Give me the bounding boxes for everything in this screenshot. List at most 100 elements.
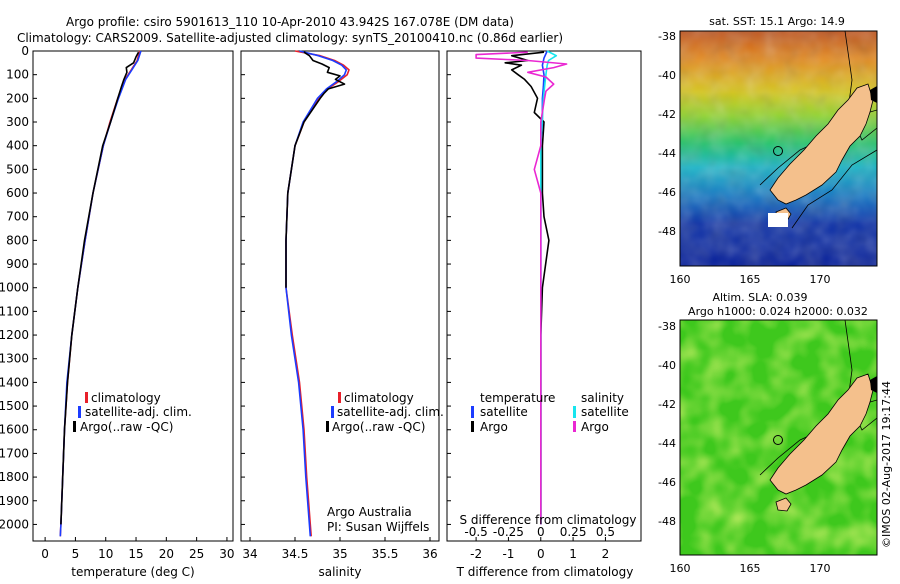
x-tick-label: -1 xyxy=(502,547,514,561)
sla-map-frame xyxy=(679,319,878,556)
x-tick-label: 35 xyxy=(332,547,347,561)
series-line-argo-raw-qc- xyxy=(60,51,140,525)
sla-xtick: 165 xyxy=(740,562,761,575)
y-tick-label: 1200 xyxy=(0,328,29,342)
top-tick-label: 0 xyxy=(537,525,545,539)
y-tick-label: 200 xyxy=(6,91,29,105)
legend-swatch-satellite xyxy=(78,406,81,418)
y-tick-label: 500 xyxy=(6,162,29,176)
sla-map-subtitle: Argo h1000: 0.024 h2000: 0.032 xyxy=(688,305,868,318)
x-tick-label: 1 xyxy=(569,547,577,561)
series-line-climatology xyxy=(59,50,141,537)
sla-map-title: Altim. SLA: 0.039 xyxy=(712,291,807,304)
legend-label-satellite: satellite-adj. clim. xyxy=(337,405,444,419)
y-tick-label: 1700 xyxy=(0,446,29,460)
legend-swatch-satellite xyxy=(331,406,334,418)
difference-xlabel: T difference from climatology xyxy=(456,565,634,579)
legend-label-argo: Argo(..raw -QC) xyxy=(80,420,173,434)
y-tick-label: 1000 xyxy=(0,281,29,295)
x-tick-label: 0 xyxy=(41,547,49,561)
sla-xtick: 170 xyxy=(810,562,831,575)
legend-label-s-satellite: satellite xyxy=(581,405,629,419)
x-tick-label: 30 xyxy=(219,547,234,561)
sst-map-frame xyxy=(679,30,878,267)
y-tick-label: 1600 xyxy=(0,423,29,437)
salinity-axes xyxy=(240,50,440,542)
sla-ytick: -40 xyxy=(658,359,676,372)
top-tick-label: 0.25 xyxy=(560,525,587,539)
argo-position-marker xyxy=(773,146,783,156)
x-tick-label: 34.5 xyxy=(282,547,309,561)
salinity-legend: climatology satellite-adj. clim. Argo(..… xyxy=(326,391,444,434)
legend-swatch-climatology xyxy=(338,392,341,403)
x-tick-label: 10 xyxy=(98,547,113,561)
difference-axes xyxy=(446,50,642,542)
x-tick-label: 2 xyxy=(602,547,610,561)
legend-swatch-s-satellite xyxy=(573,406,576,418)
y-tick-label: 900 xyxy=(6,257,29,271)
legend-label-satellite: satellite-adj. clim. xyxy=(85,405,192,419)
salinity-xlabel: salinity xyxy=(318,565,361,579)
sst-map-yticks: -38 -40 -42 -44 -46 -48 xyxy=(658,30,676,238)
y-tick-label: 800 xyxy=(6,233,29,247)
sla-map xyxy=(680,320,877,555)
series-line-satellite-adj-clim- xyxy=(59,50,142,537)
legend-swatch-t-satellite xyxy=(471,406,474,418)
legend-swatch-argo xyxy=(326,421,329,432)
sst-ytick: -40 xyxy=(658,69,676,82)
y-tick-label: 1100 xyxy=(0,304,29,318)
credit-argo-australia: Argo Australia xyxy=(327,505,412,519)
sst-ytick: -44 xyxy=(658,147,676,160)
sst-xtick: 160 xyxy=(670,273,691,286)
difference-chart: -2 -1 0 1 2 -0.5 -0.25 0 0.25 0.5 xyxy=(447,50,615,561)
y-tick-label: 1300 xyxy=(0,352,29,366)
top-tick-label: 0.5 xyxy=(596,525,615,539)
salinity-chart: 34 34.5 35 35.5 36 xyxy=(241,50,438,561)
sst-ytick: -38 xyxy=(658,30,676,43)
x-tick-label: 0 xyxy=(537,547,545,561)
series-line-satellite-adj-clim- xyxy=(285,50,348,537)
legend-label-argo: Argo(..raw -QC) xyxy=(332,420,425,434)
temperature-axes xyxy=(32,50,234,542)
legend-heading-temperature: temperature xyxy=(480,391,555,405)
x-tick-label: 5 xyxy=(72,547,80,561)
y-tick-label: 1900 xyxy=(0,494,29,508)
x-tick-label: -2 xyxy=(470,547,482,561)
series-line-climatology xyxy=(285,50,350,537)
header-line-1: Argo profile: csiro 5901613_110 10-Apr-2… xyxy=(66,15,514,29)
y-tick-label: 400 xyxy=(6,139,29,153)
sla-ytick: -38 xyxy=(658,320,676,333)
sst-ytick: -48 xyxy=(658,225,676,238)
temperature-legend: climatology satellite-adj. clim. Argo(..… xyxy=(73,391,192,434)
argo-position-marker xyxy=(773,435,783,445)
legend-label-climatology: climatology xyxy=(344,391,414,405)
x-tick-label: 35.5 xyxy=(372,547,399,561)
top-tick-label: -0.5 xyxy=(464,525,487,539)
y-tick-label: 1400 xyxy=(0,375,29,389)
y-tick-label: 0 xyxy=(21,44,29,58)
new-zealand-south-island xyxy=(769,83,874,205)
legend-label-t-satellite: satellite xyxy=(480,405,528,419)
sla-map-yticks: -38 -40 -42 -44 -46 -48 xyxy=(658,320,676,528)
legend-swatch-climatology xyxy=(85,392,88,403)
difference-legend: temperature satellite Argo salinity sate… xyxy=(471,391,629,434)
north-island-tip xyxy=(870,86,877,103)
legend-swatch-t-argo xyxy=(471,421,474,432)
sst-ytick: -42 xyxy=(658,108,676,121)
x-tick-label: 20 xyxy=(159,547,174,561)
difference-top-xlabel: S difference from climatology xyxy=(460,513,637,527)
y-tick-label: 300 xyxy=(6,115,29,129)
x-tick-label: 36 xyxy=(422,547,437,561)
x-tick-label: 34 xyxy=(242,547,257,561)
series-line-argo-raw-qc- xyxy=(285,51,346,288)
y-tick-label: 100 xyxy=(6,68,29,82)
imos-credit: ©IMOS 02-Aug-2017 19:17:44 xyxy=(880,381,893,548)
sst-ytick: -46 xyxy=(658,186,676,199)
temperature-chart: 0100200300400500600700800900100011001200… xyxy=(0,44,235,561)
y-tick-label: 2000 xyxy=(0,517,29,531)
legend-label-climatology: climatology xyxy=(91,391,161,405)
legend-heading-salinity: salinity xyxy=(581,391,624,405)
legend-swatch-s-argo xyxy=(573,421,576,432)
sst-xtick: 165 xyxy=(740,273,761,286)
